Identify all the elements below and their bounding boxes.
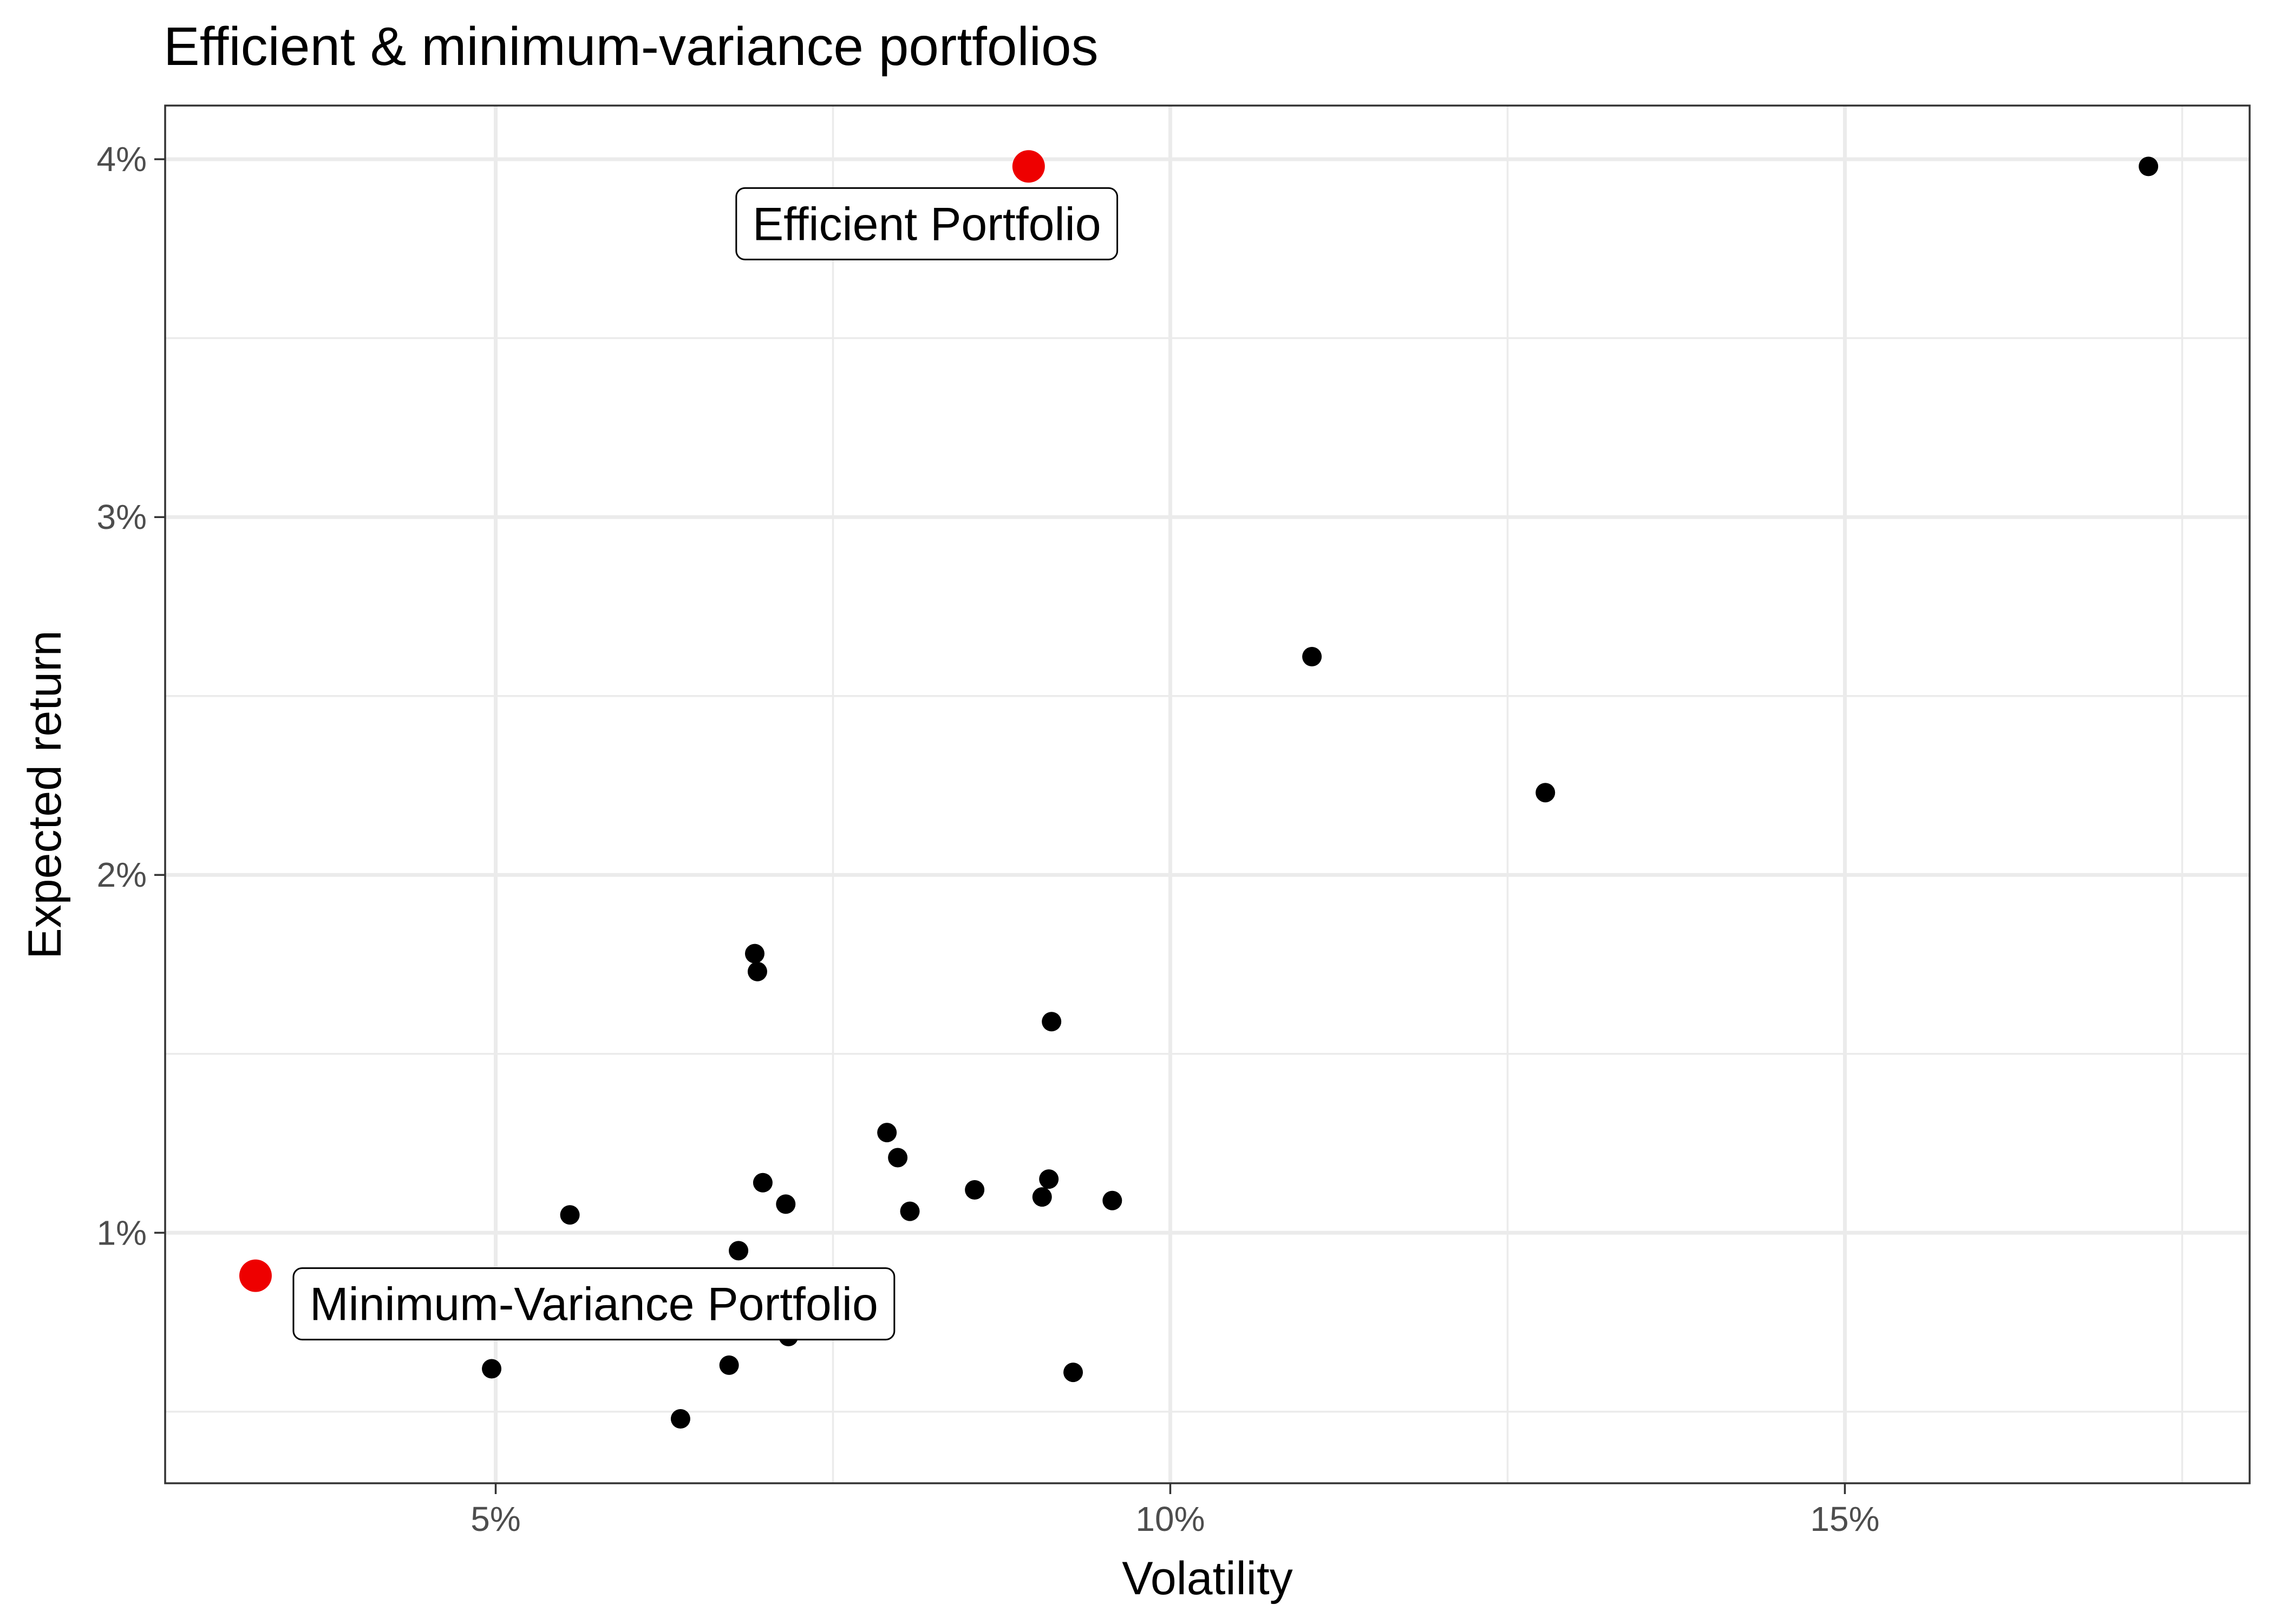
x-tick-label: 15% [1810, 1499, 1879, 1538]
portfolio-point [744, 944, 764, 964]
y-tick-label: 1% [97, 1213, 147, 1252]
point-label-box [292, 1267, 896, 1341]
portfolio-point [888, 1148, 908, 1168]
portfolio-point [965, 1180, 985, 1200]
portfolio-point [1032, 1187, 1052, 1207]
x-tick-label: 5% [471, 1499, 521, 1538]
y-tick-label: 4% [97, 140, 147, 179]
portfolio-point [1302, 647, 1322, 666]
chart-title: Efficient & minimum-variance portfolios [164, 16, 1099, 77]
portfolio-point [1535, 783, 1556, 803]
portfolio-point [753, 1173, 773, 1193]
portfolio-point [719, 1355, 739, 1375]
point-label-box [735, 187, 1119, 260]
point-label: Efficient Portfolio [753, 198, 1101, 250]
points-layer [445, 156, 2159, 1429]
portfolio-point [560, 1205, 580, 1225]
axes: 5% 10% 15% 1% 2% 3% 4% [97, 140, 1880, 1538]
portfolio-point [776, 1194, 796, 1214]
portfolio-point [1063, 1363, 1083, 1383]
panel-border [164, 104, 2251, 1484]
portfolio-point [1042, 1012, 1062, 1032]
highlight-point [1012, 150, 1045, 183]
portfolio-point [482, 1359, 502, 1379]
portfolio-point [2139, 156, 2159, 176]
portfolio-point [670, 1409, 690, 1429]
portfolio-point [1039, 1169, 1059, 1189]
grid [165, 106, 2250, 1483]
highlight-layer: Efficient Portfolio Minimum-Variance Port… [239, 150, 1119, 1341]
y-tick-label: 2% [97, 855, 147, 894]
portfolio-point [1102, 1190, 1122, 1210]
point-label: Minimum-Variance Portfolio [310, 1279, 878, 1331]
y-axis-title: Expected return [19, 630, 71, 959]
portfolio-point [877, 1123, 897, 1143]
highlight-point [239, 1259, 272, 1292]
x-tick-label: 10% [1135, 1499, 1205, 1538]
portfolio-point [747, 961, 767, 981]
y-tick-label: 3% [97, 497, 147, 536]
portfolio-point [900, 1201, 920, 1221]
portfolio-point [729, 1241, 749, 1261]
x-axis-title: Volatility [1122, 1553, 1293, 1605]
